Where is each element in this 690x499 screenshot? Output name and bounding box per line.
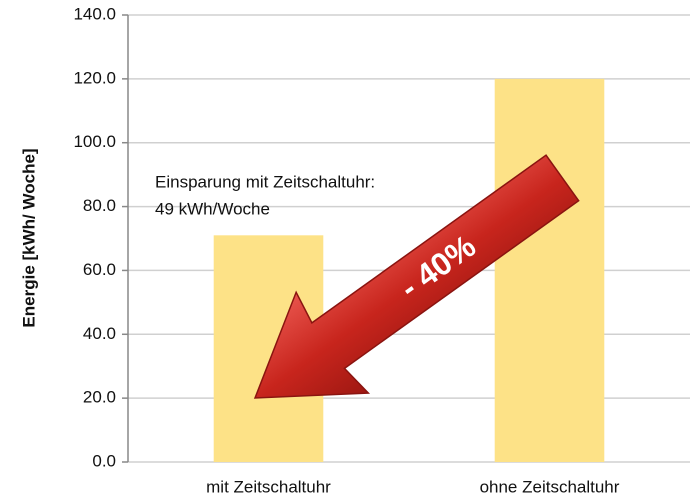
annotation: 49 kWh/Woche <box>155 199 270 218</box>
y-tick-label: 40.0 <box>83 324 116 343</box>
y-tick-label: 120.0 <box>73 68 116 87</box>
bar <box>495 79 605 462</box>
x-tick-label: mit Zeitschaltuhr <box>206 477 331 496</box>
x-tick-label: ohne Zeitschaltuhr <box>480 477 620 496</box>
y-tick-label: 80.0 <box>83 196 116 215</box>
y-tick-label: 20.0 <box>83 388 116 407</box>
y-tick-label: 60.0 <box>83 260 116 279</box>
y-axis-label: Energie [kWh/ Woche] <box>19 148 38 327</box>
page: Energie [kWh/ Woche] 0.0 20.0 40.0 60.0 80.0… <box>0 0 690 499</box>
y-tick-label: 0.0 <box>92 451 116 470</box>
annotation: Einsparung mit Zeitschaltuhr: <box>155 172 375 191</box>
y-tick-label: 140.0 <box>73 4 116 23</box>
y-tick-label: 100.0 <box>73 132 116 151</box>
chart: Energie [kWh/ Woche] 0.0 20.0 40.0 60.0 80.0… <box>0 0 690 499</box>
